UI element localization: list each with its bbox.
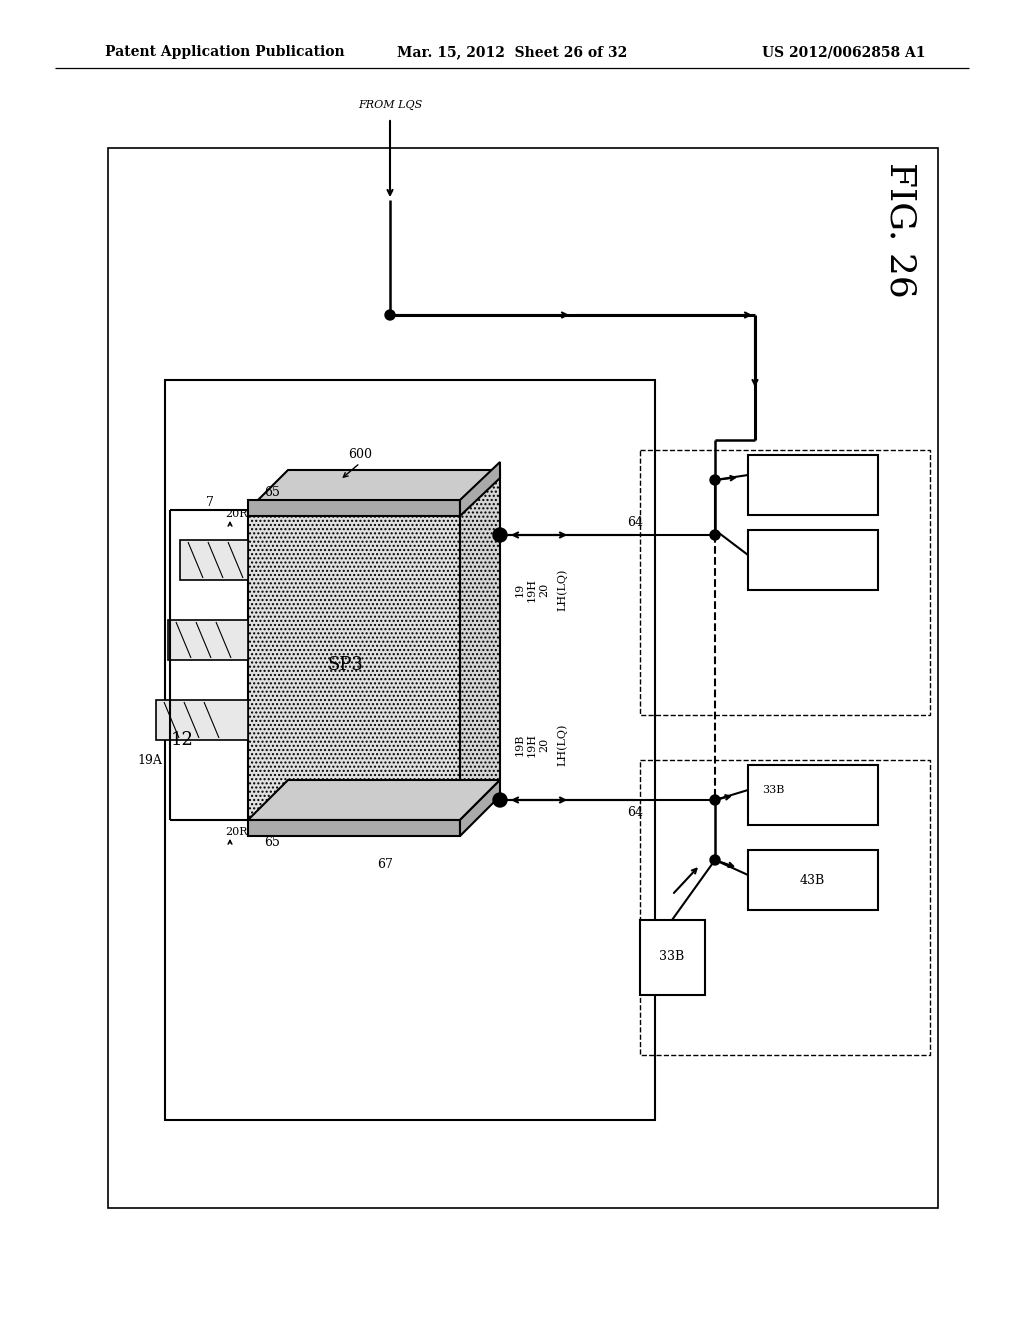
Text: 43B: 43B — [800, 874, 824, 887]
Text: 33B: 33B — [659, 950, 685, 964]
Text: 65: 65 — [264, 487, 280, 499]
Bar — [640, 450, 930, 715]
Polygon shape — [248, 470, 500, 510]
Bar — [108, 148, 938, 1208]
Text: 7: 7 — [206, 495, 214, 508]
Text: Mar. 15, 2012  Sheet 26 of 32: Mar. 15, 2012 Sheet 26 of 32 — [397, 45, 627, 59]
Text: 33B: 33B — [762, 785, 784, 795]
Polygon shape — [460, 470, 500, 820]
Text: FIG. 26: FIG. 26 — [883, 162, 918, 298]
Bar — [748, 531, 878, 590]
Bar — [640, 920, 705, 995]
Circle shape — [493, 528, 507, 543]
Bar — [165, 380, 655, 1119]
Circle shape — [493, 793, 507, 807]
Polygon shape — [248, 780, 500, 820]
Text: 65: 65 — [264, 837, 280, 850]
Text: US 2012/0062858 A1: US 2012/0062858 A1 — [762, 45, 925, 59]
Bar — [156, 700, 248, 741]
Text: 19H: 19H — [527, 733, 537, 756]
Text: LH(LQ): LH(LQ) — [557, 723, 567, 766]
Text: FROM LQS: FROM LQS — [357, 100, 422, 110]
Text: Patent Application Publication: Patent Application Publication — [105, 45, 345, 59]
Text: 67: 67 — [377, 858, 393, 871]
Bar — [180, 540, 248, 579]
Circle shape — [710, 795, 720, 805]
Polygon shape — [460, 462, 500, 516]
Text: 64: 64 — [627, 805, 643, 818]
Text: 19B: 19B — [515, 734, 525, 756]
Polygon shape — [460, 780, 500, 836]
Bar — [640, 760, 930, 1055]
Text: SP3: SP3 — [327, 656, 362, 675]
Text: 12: 12 — [171, 731, 194, 748]
Text: 19A: 19A — [137, 754, 162, 767]
Circle shape — [710, 531, 720, 540]
Polygon shape — [248, 510, 460, 820]
Text: 19: 19 — [515, 583, 525, 597]
Bar — [168, 620, 248, 660]
Text: 19H: 19H — [527, 578, 537, 602]
Text: 20: 20 — [539, 583, 549, 597]
Bar — [248, 820, 460, 836]
Text: 20R: 20R — [225, 828, 248, 837]
Text: 20: 20 — [539, 738, 549, 752]
Bar — [748, 766, 878, 825]
Text: 20R: 20R — [225, 510, 248, 519]
Bar — [248, 500, 460, 516]
Circle shape — [710, 855, 720, 865]
Text: 600: 600 — [348, 449, 372, 462]
Bar — [748, 850, 878, 909]
Text: LH(LQ): LH(LQ) — [557, 569, 567, 611]
Circle shape — [710, 475, 720, 484]
Circle shape — [385, 310, 395, 319]
Text: 64: 64 — [627, 516, 643, 529]
Bar — [748, 455, 878, 515]
